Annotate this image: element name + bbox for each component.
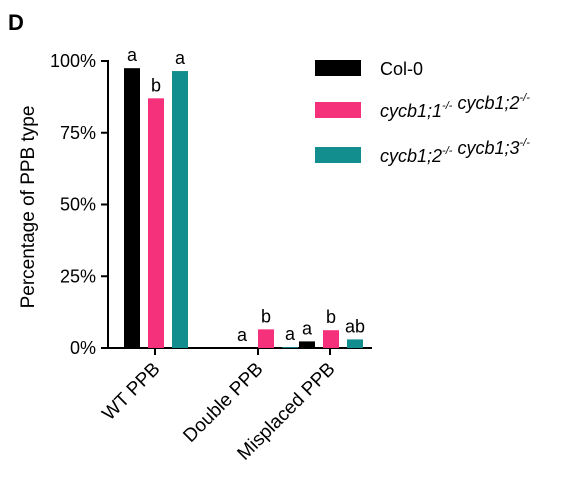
y-tick-label: 0% (70, 338, 96, 358)
significance-label: ab (345, 316, 365, 336)
significance-label: a (237, 325, 248, 345)
legend: Col-0 cycb1;1-/- cycb1;2-/- cycb1;2-/- cyc… (315, 59, 530, 166)
y-tick-label: 75% (60, 123, 96, 143)
y-tick-label: 25% (60, 266, 96, 286)
significance-label: b (326, 307, 336, 327)
bar (282, 347, 298, 348)
significance-label: a (285, 324, 296, 344)
significance-label: a (175, 48, 186, 68)
bar (148, 98, 164, 348)
bar (299, 341, 315, 348)
legend-swatch (315, 147, 361, 163)
legend-swatch (315, 102, 361, 118)
bar (124, 68, 140, 349)
significance-label: a (127, 45, 138, 65)
legend-swatch (315, 60, 361, 76)
bar (258, 329, 274, 348)
x-tick-label: WT PPB (98, 359, 164, 425)
bar (347, 339, 363, 348)
significance-label: a (302, 318, 313, 338)
bar (323, 330, 339, 348)
legend-label: cycb1;2-/- cycb1;3-/- (380, 137, 530, 166)
legend-label: Col-0 (380, 59, 423, 79)
bar (172, 71, 188, 349)
y-tick-label: 50% (60, 195, 96, 215)
significance-label: b (151, 75, 161, 95)
y-axis-title: Percentage of PPB type (18, 106, 39, 309)
y-tick-label: 100% (50, 51, 96, 71)
legend-label: cycb1;1-/- cycb1;2-/- (380, 92, 530, 121)
panel-label: D (8, 10, 24, 35)
significance-label: b (261, 306, 271, 326)
